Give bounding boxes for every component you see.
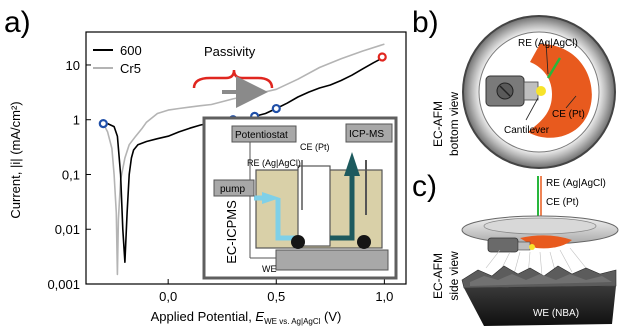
panel-b-cantilever-label: Cantilever bbox=[504, 125, 550, 136]
re-leader bbox=[545, 41, 549, 75]
blue-marker bbox=[98, 118, 108, 129]
pump-label: pump bbox=[220, 184, 245, 195]
counter-electrode bbox=[528, 44, 592, 138]
cantilever-leader bbox=[525, 97, 539, 121]
pump-arrow bbox=[262, 192, 280, 204]
o-ring-left bbox=[291, 235, 305, 249]
red-marker bbox=[377, 52, 387, 62]
y-axis-label: Current, |i| (mA/cm²) bbox=[8, 101, 23, 218]
surface-texture bbox=[470, 274, 612, 286]
panel-c-side-line1: EC-AFM bbox=[431, 253, 445, 299]
y-tick-label: 0,1 bbox=[62, 167, 80, 182]
icpms-label: ICP-MS bbox=[349, 129, 384, 140]
ce-leader bbox=[565, 95, 577, 109]
x-axis-label: Applied Potential, EWE vs. Ag|AgCl (V) bbox=[151, 309, 342, 326]
holder-disc-top bbox=[483, 217, 597, 235]
plot-frame bbox=[85, 31, 407, 285]
series-line-cr5 bbox=[102, 43, 385, 276]
passivity-label: Passivity bbox=[204, 44, 256, 59]
afm-side-view: RE (Ag|AgCl) CE (Pt) WE (NBA) bbox=[461, 176, 619, 326]
legend: 600 Cr5 bbox=[93, 43, 142, 76]
screw-slot bbox=[499, 85, 511, 97]
cantilever-chip bbox=[523, 81, 539, 101]
block-side bbox=[464, 286, 616, 326]
outlet-flow bbox=[330, 170, 355, 241]
panel-b-side-line1: EC-AFM bbox=[431, 101, 445, 147]
passivity-annotation: Passivity bbox=[192, 44, 274, 108]
we-nba-label: WE (NBA) bbox=[533, 308, 579, 319]
axis-ticks: 0,0 0,5 1,0 0,001 0,01 0,1 1 10 bbox=[47, 58, 393, 304]
cell-channel bbox=[297, 165, 331, 247]
inset-re-label: RE (Ag|AgCl) bbox=[247, 158, 301, 168]
panel-a-label: a) bbox=[4, 6, 31, 39]
y-tick-label: 10 bbox=[66, 58, 80, 73]
blue-marker bbox=[271, 103, 281, 114]
we-label: WE bbox=[262, 264, 277, 274]
legend-label-cr5: Cr5 bbox=[120, 61, 141, 76]
inset-ce-label: CE (Pt) bbox=[300, 142, 330, 152]
panel-c-label: c) bbox=[412, 170, 437, 203]
inset-side-label: EC-ICPMS bbox=[224, 200, 239, 264]
potentiostat-label: Potentiostat bbox=[235, 130, 288, 141]
panel-c-ce-label: CE (Pt) bbox=[546, 197, 579, 208]
passivity-brace bbox=[192, 69, 274, 89]
panel-c-holder bbox=[487, 237, 519, 253]
x-tick-label: 0,5 bbox=[267, 289, 285, 304]
cantilever-tip bbox=[536, 86, 546, 96]
panel-b-ce-label: CE (Pt) bbox=[552, 109, 585, 120]
legend-label-600: 600 bbox=[120, 43, 142, 58]
icpms-box bbox=[345, 123, 393, 143]
field-lines bbox=[485, 247, 587, 277]
afm-bottom-view: RE (Ag|AgCl) CE (Pt) Cantilever bbox=[462, 15, 616, 169]
x-tick-label: 1,0 bbox=[375, 289, 393, 304]
x-tick-label: 0,0 bbox=[159, 289, 177, 304]
panel-c-chip bbox=[517, 241, 531, 251]
panel-b-re-label: RE (Ag|AgCl) bbox=[518, 38, 578, 49]
panel-b-label: b) bbox=[412, 6, 439, 39]
panel-c-re-label: RE (Ag|AgCl) bbox=[546, 178, 606, 189]
pump-box bbox=[213, 179, 255, 197]
icpms-arrow bbox=[344, 152, 360, 176]
panel-b-side-line2: bottom view bbox=[447, 92, 461, 156]
y-tick-label: 0,001 bbox=[47, 277, 80, 292]
y-tick-label: 1 bbox=[73, 113, 80, 128]
ec-icpms-inset: EC-ICPMS WE Potentiostat ICP-MS pump CE … bbox=[202, 116, 398, 280]
re-electrode-wire bbox=[546, 57, 562, 79]
panel-c-tip bbox=[529, 244, 535, 250]
we-base bbox=[275, 249, 389, 271]
y-tick-label: 0,01 bbox=[55, 222, 80, 237]
o-ring-right bbox=[357, 235, 371, 249]
potentiostat-box bbox=[231, 125, 297, 143]
panel-c-side-line2: side view bbox=[447, 251, 461, 301]
